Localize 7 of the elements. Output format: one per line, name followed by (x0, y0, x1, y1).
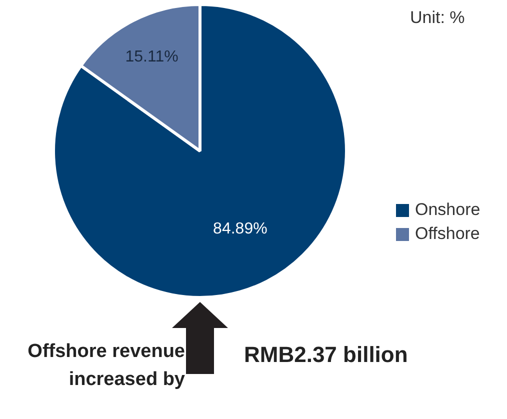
data-label: 15.11% (125, 48, 178, 66)
data-label: 84.89% (213, 220, 268, 238)
legend-label: Onshore (415, 200, 480, 220)
text: RMB2.37 billion (244, 342, 408, 368)
text: Offshore revenue increased by (26, 340, 185, 392)
text: Unit: % (410, 8, 465, 28)
legend-label: Offshore (415, 224, 480, 244)
